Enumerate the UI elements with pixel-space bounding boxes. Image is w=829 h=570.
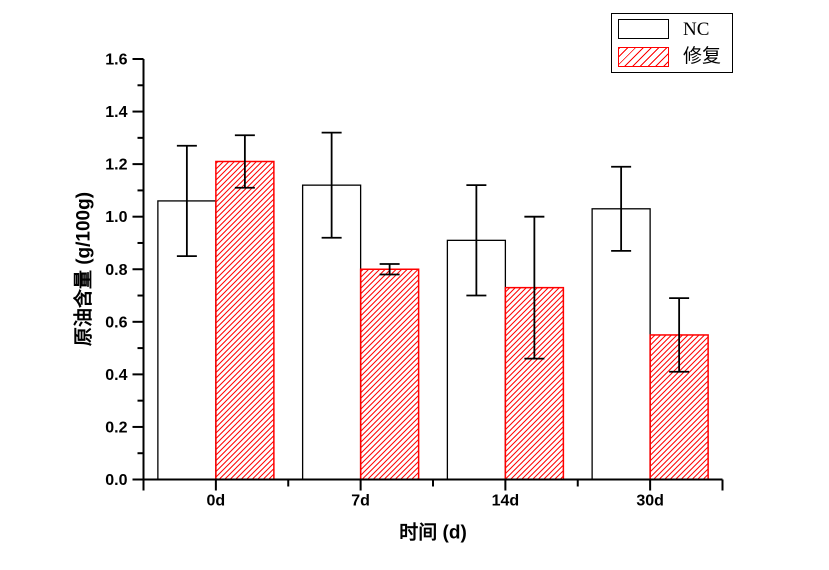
y-tick-label-1.2: 1.2 — [105, 157, 127, 174]
y-tick-label-0.0: 0.0 — [105, 472, 127, 489]
bar-xiufu-0d — [215, 160, 275, 481]
bar-xiufu-7d — [359, 268, 420, 481]
legend-swatch-nc — [618, 19, 669, 40]
y-tick-label-0.6: 0.6 — [105, 314, 127, 331]
y-tick-label-0.8: 0.8 — [105, 262, 127, 279]
x-tick-label-14d: 14d — [492, 493, 520, 510]
x-tick-label-30d: 30d — [636, 493, 664, 510]
y-tick-label-1.4: 1.4 — [105, 104, 127, 121]
legend-label-xiufu: 修复 — [683, 46, 722, 68]
x-axis-title: 时间 (d) — [399, 522, 467, 544]
legend-swatch-xiufu — [618, 46, 669, 67]
x-tick-label-0d: 0d — [207, 493, 226, 510]
y-axis-title: 原油含量 (g/100g) — [73, 191, 95, 347]
y-tick-label-0.4: 0.4 — [105, 367, 127, 384]
y-tick-label-1.0: 1.0 — [105, 209, 127, 226]
y-tick-label-1.6: 1.6 — [105, 52, 127, 69]
legend: NC 修复 — [611, 13, 733, 73]
y-tick-label-0.2: 0.2 — [105, 419, 127, 436]
legend-label-nc: NC — [683, 18, 710, 40]
legend-item-nc: NC — [618, 17, 732, 42]
x-tick-label-7d: 7d — [351, 493, 370, 510]
legend-item-xiufu: 修复 — [618, 44, 732, 69]
